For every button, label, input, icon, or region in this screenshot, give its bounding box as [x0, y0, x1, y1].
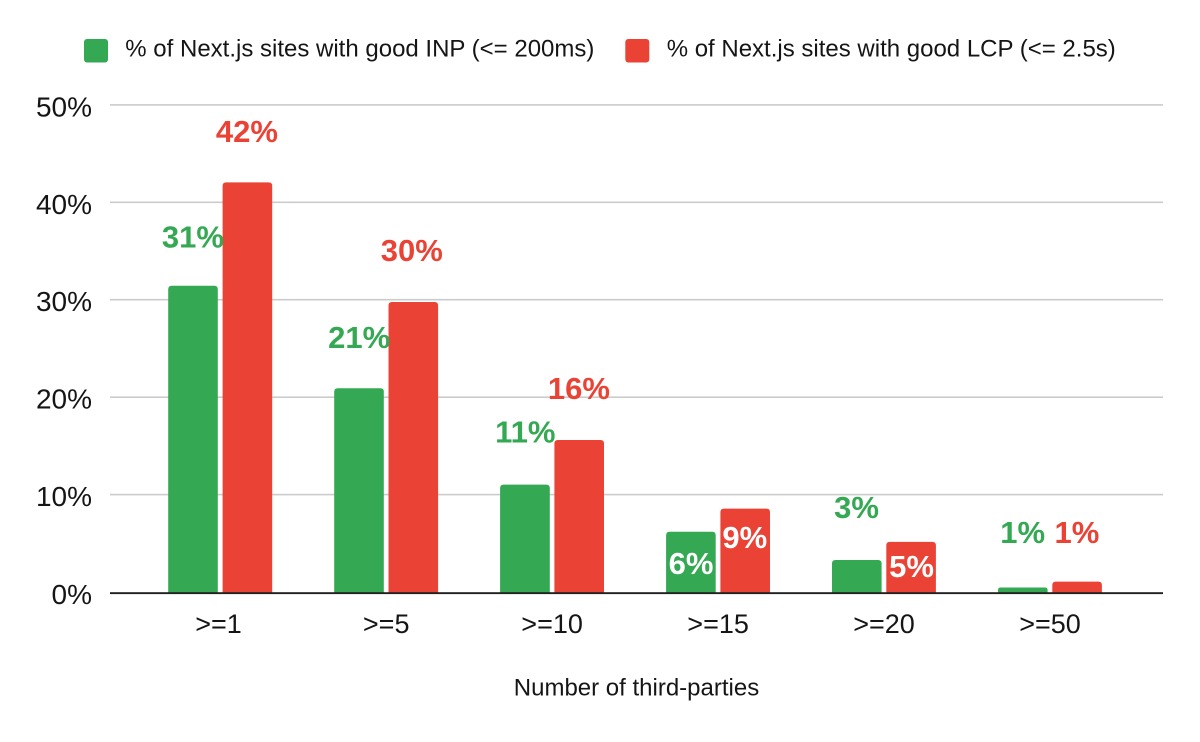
- svg-text:>=20: >=20: [853, 609, 915, 639]
- svg-text:31%: 31%: [162, 220, 224, 255]
- svg-text:>=10: >=10: [521, 609, 583, 639]
- svg-text:>=5: >=5: [363, 609, 410, 639]
- svg-text:5%: 5%: [889, 549, 934, 584]
- svg-text:>=15: >=15: [687, 609, 749, 639]
- svg-text:>=1: >=1: [195, 609, 242, 639]
- svg-text:3%: 3%: [834, 490, 879, 525]
- svg-text:30%: 30%: [36, 286, 92, 317]
- svg-text:1%: 1%: [1000, 515, 1045, 550]
- svg-text:% of Next.js sites with good L: % of Next.js sites with good LCP (<= 2.5…: [667, 35, 1116, 62]
- svg-text:11%: 11%: [495, 415, 555, 450]
- svg-text:20%: 20%: [36, 384, 92, 415]
- svg-text:Number of third-parties: Number of third-parties: [514, 675, 759, 702]
- svg-text:10%: 10%: [36, 481, 92, 512]
- svg-text:9%: 9%: [722, 520, 767, 555]
- svg-text:% of Next.js sites with good I: % of Next.js sites with good INP (<= 200…: [125, 35, 594, 62]
- svg-text:42%: 42%: [216, 114, 278, 149]
- svg-text:6%: 6%: [669, 546, 714, 581]
- svg-text:21%: 21%: [328, 320, 390, 355]
- svg-text:0%: 0%: [52, 579, 92, 610]
- svg-text:1%: 1%: [1054, 515, 1099, 550]
- svg-text:16%: 16%: [548, 371, 610, 406]
- svg-text:50%: 50%: [36, 91, 92, 122]
- svg-text:>=50: >=50: [1019, 609, 1081, 639]
- svg-text:40%: 40%: [36, 189, 92, 220]
- svg-text:30%: 30%: [381, 233, 443, 268]
